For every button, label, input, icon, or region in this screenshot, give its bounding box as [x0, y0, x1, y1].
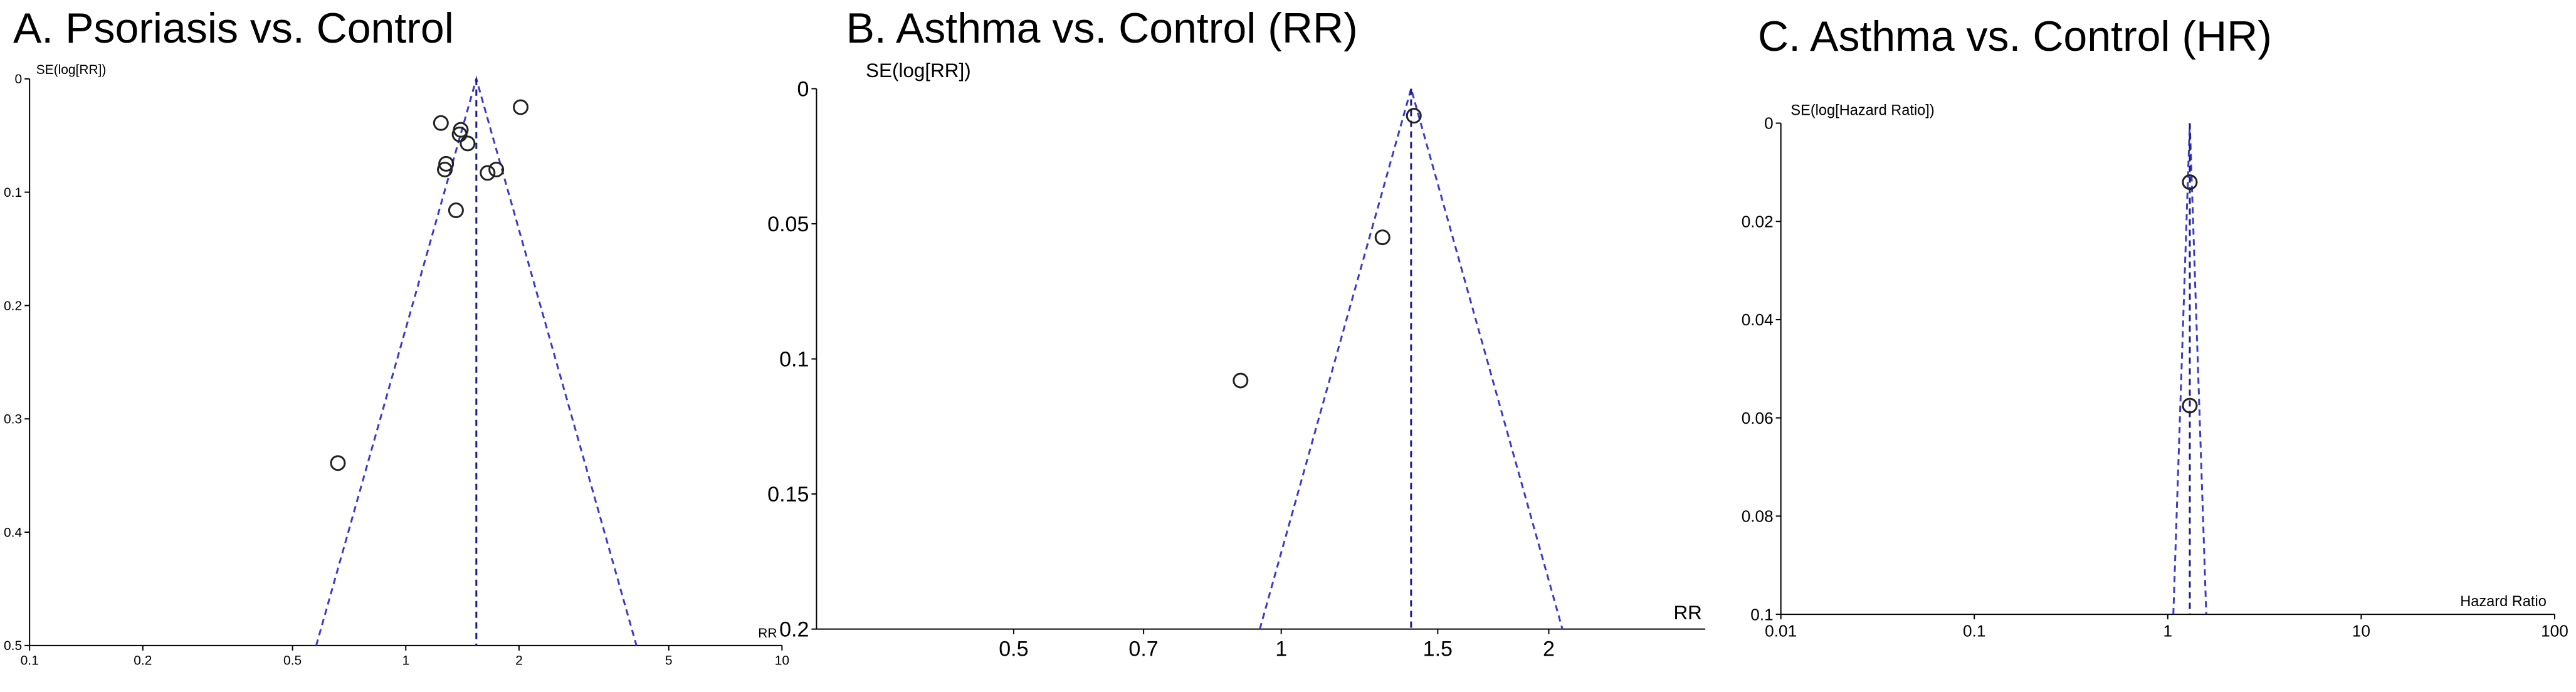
- y-tick-label: 0: [1764, 114, 1774, 133]
- y-tick-label: 0.02: [1742, 212, 1774, 231]
- study-point: [460, 135, 476, 152]
- x-axis-label: Hazard Ratio: [2460, 593, 2547, 609]
- x-tick-label: 0.01: [1765, 622, 1797, 641]
- chart-title: C. Asthma vs. Control (HR): [1758, 13, 2272, 60]
- y-tick-label: 0.3: [4, 412, 22, 427]
- x-tick-label: 0.5: [283, 654, 302, 668]
- y-tick-label: 0: [15, 72, 23, 86]
- study-point: [448, 202, 464, 219]
- x-tick-label: 1: [2163, 622, 2173, 641]
- funnel-limit: [1259, 85, 1564, 630]
- x-tick-label: 0.1: [21, 654, 39, 668]
- y-axis-label: SE(log[RR]): [36, 63, 107, 77]
- x-tick-label: 5: [665, 654, 673, 668]
- y-tick-label: 0.04: [1742, 310, 1774, 329]
- y-tick-label: 0.1: [779, 348, 809, 372]
- study-point: [330, 455, 346, 471]
- y-tick-label: 0.2: [779, 618, 809, 642]
- study-point: [453, 122, 469, 138]
- y-tick-label: 0.06: [1742, 409, 1774, 427]
- x-axis-label: RR: [1673, 602, 1701, 624]
- study-point: [438, 155, 455, 172]
- study-point: [1406, 108, 1422, 124]
- study-point: [513, 99, 529, 115]
- x-axis-label: RR: [758, 626, 777, 641]
- x-tick-label: 2: [515, 654, 523, 668]
- x-tick-label: 0.7: [1128, 637, 1158, 661]
- study-point: [433, 115, 449, 131]
- funnel-limit: [2172, 123, 2207, 615]
- study-point: [437, 161, 453, 177]
- study-point: [1233, 372, 1249, 389]
- x-tick-label: 1: [402, 654, 409, 668]
- study-point: [480, 165, 496, 181]
- y-tick-label: 0: [797, 77, 809, 101]
- x-tick-label: 0.2: [134, 654, 152, 668]
- x-tick-label: 1.5: [1423, 637, 1453, 661]
- x-tick-label: 10: [775, 654, 789, 668]
- x-tick-label: 10: [2352, 622, 2370, 641]
- y-tick-label: 0.5: [4, 639, 22, 653]
- y-tick-label: 0.08: [1742, 507, 1774, 526]
- study-point: [2182, 397, 2198, 414]
- y-tick-label: 0.4: [4, 525, 22, 540]
- study-point: [2182, 174, 2198, 191]
- y-tick-label: 0.1: [4, 186, 22, 200]
- chart-title: A. Psoriasis vs. Control: [13, 4, 454, 52]
- y-axis-label: SE(log[RR]): [866, 60, 971, 81]
- y-tick-label: 0.05: [767, 212, 809, 236]
- y-tick-label: 0.1: [1750, 605, 1773, 624]
- x-tick-label: 2: [1543, 637, 1555, 661]
- chart-title: B. Asthma vs. Control (RR): [846, 4, 1358, 52]
- study-point: [488, 161, 505, 177]
- y-axis-label: SE(log[Hazard Ratio]): [1790, 102, 1934, 118]
- x-tick-label: 0.5: [999, 637, 1028, 661]
- y-tick-label: 0.15: [767, 483, 809, 506]
- study-point: [1374, 229, 1391, 246]
- y-tick-label: 0.2: [4, 299, 22, 313]
- x-tick-label: 100: [2541, 622, 2568, 641]
- x-tick-label: 0.1: [1963, 622, 1985, 641]
- x-tick-label: 1: [1275, 637, 1287, 661]
